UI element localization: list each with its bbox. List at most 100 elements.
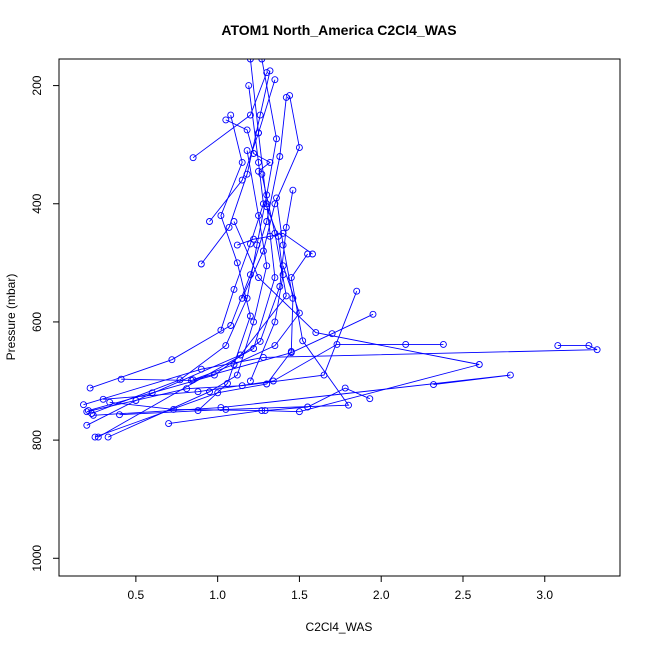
y-tick-label: 800 <box>30 430 44 450</box>
data-point <box>238 158 246 166</box>
chart-title: ATOM1 North_America C2Cl4_WAS <box>221 22 456 38</box>
data-point <box>238 294 246 302</box>
data-point <box>271 76 279 84</box>
series-line <box>103 343 444 400</box>
data-point <box>279 229 287 237</box>
series-line <box>93 374 511 416</box>
data-point <box>80 401 87 409</box>
data-point <box>295 309 303 317</box>
data-point <box>266 158 274 166</box>
data-point <box>217 404 225 412</box>
series-line <box>109 387 370 412</box>
data-point <box>83 408 91 416</box>
data-point <box>222 342 230 350</box>
data-point <box>276 283 284 290</box>
data-point <box>276 153 284 160</box>
data-point <box>279 262 287 270</box>
series-4 <box>86 93 290 392</box>
series-line <box>86 174 287 426</box>
data-point <box>222 116 230 124</box>
data-point <box>214 389 222 397</box>
series-line <box>197 114 251 411</box>
data-point <box>225 223 233 231</box>
data-point <box>255 158 262 166</box>
data-point <box>189 154 197 162</box>
y-tick-label: 600 <box>30 312 44 332</box>
series-6 <box>89 371 514 419</box>
data-point <box>233 259 241 267</box>
data-point <box>475 361 483 368</box>
series-line <box>98 59 276 438</box>
data-point <box>255 167 262 175</box>
data-point <box>250 318 258 326</box>
series-line <box>249 206 284 382</box>
data-point <box>197 260 205 268</box>
data-point <box>106 398 114 406</box>
data-point <box>189 376 197 384</box>
data-point <box>246 312 254 320</box>
data-point <box>86 384 94 392</box>
data-point <box>104 433 112 441</box>
data-point <box>217 326 225 334</box>
data-point <box>287 348 295 355</box>
x-tick-label: 1.0 <box>209 588 226 602</box>
plot-frame <box>58 58 621 577</box>
data-point <box>194 388 202 396</box>
data-point <box>274 232 282 240</box>
data-point <box>287 274 295 282</box>
y-tick-label: 200 <box>30 75 44 95</box>
data-point <box>222 405 230 413</box>
data-point <box>183 385 191 393</box>
data-point <box>238 176 246 184</box>
x-axis-label: C2Cl4_WAS <box>306 620 373 634</box>
data-point <box>369 310 377 318</box>
series-2 <box>88 59 280 417</box>
data-point <box>250 150 258 157</box>
data-point <box>271 342 279 350</box>
series-14 <box>116 250 352 419</box>
data-point <box>206 218 213 225</box>
data-point <box>353 287 361 295</box>
data-point <box>255 274 262 282</box>
data-point <box>271 318 279 326</box>
series-5 <box>83 287 361 416</box>
data-point <box>230 361 238 368</box>
data-point <box>148 389 156 397</box>
data-point <box>341 384 349 392</box>
data-point <box>224 379 231 387</box>
data-point <box>299 337 307 345</box>
plot-area <box>80 59 601 441</box>
data-point <box>585 342 593 350</box>
data-point <box>266 67 274 75</box>
data-point <box>312 329 320 337</box>
data-point <box>333 340 341 348</box>
data-point <box>295 144 303 152</box>
data-point <box>282 292 290 300</box>
data-point <box>117 375 125 383</box>
series-line <box>225 119 271 172</box>
data-point <box>206 388 213 396</box>
series-12 <box>84 186 297 415</box>
data-point <box>256 111 264 119</box>
data-point <box>273 135 280 143</box>
series-line <box>86 291 358 413</box>
series-line <box>237 232 313 255</box>
data-point <box>194 407 202 415</box>
series-line <box>200 70 271 265</box>
series-15 <box>165 218 483 428</box>
data-point <box>246 240 254 248</box>
data-point <box>165 420 173 428</box>
data-point <box>295 408 303 416</box>
series-25 <box>233 229 316 258</box>
data-point <box>250 235 258 243</box>
data-point <box>309 250 316 258</box>
series-line <box>119 253 350 416</box>
data-point <box>282 93 290 101</box>
data-point <box>279 241 287 249</box>
data-point <box>246 377 254 385</box>
data-point <box>91 433 99 441</box>
x-tick-label: 1.5 <box>291 588 308 602</box>
series-line <box>192 72 268 159</box>
data-point <box>271 200 279 208</box>
